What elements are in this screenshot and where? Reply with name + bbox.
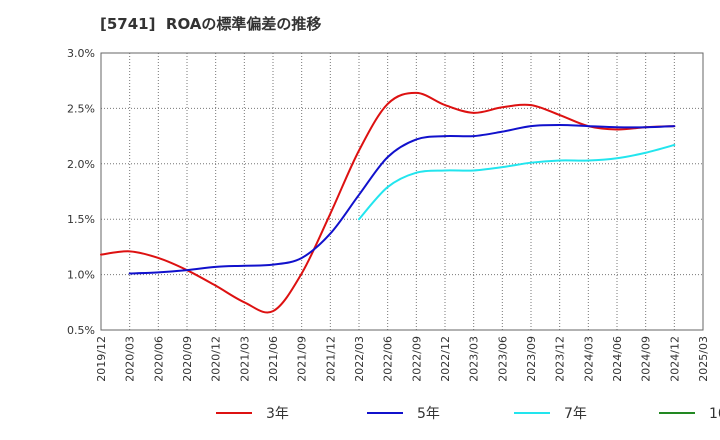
legend-label: 10年 — [709, 406, 720, 422]
legend-label: 3年 — [266, 406, 289, 422]
x-tick-label: 2023/12 — [554, 336, 567, 382]
x-tick-label: 2021/06 — [267, 336, 280, 382]
legend-label: 7年 — [564, 406, 587, 422]
x-tick-label: 2020/12 — [210, 336, 223, 382]
y-tick-label: 1.5% — [67, 213, 95, 226]
plot-area: 0.5% 1.0% 1.5% 2.0% 2.5% 3.0% 2019/12 2020/03 20… — [67, 47, 710, 382]
x-tick-label: 2024/06 — [611, 336, 624, 382]
x-tick-label: 2023/06 — [496, 336, 509, 382]
series-line-2 — [128, 124, 676, 275]
x-tick-label: 2025/03 — [697, 336, 710, 382]
x-tick-label: 2022/09 — [410, 336, 423, 382]
x-tick-label: 2019/12 — [95, 336, 108, 382]
y-tick-label: 3.0% — [67, 47, 95, 60]
x-tick-label: 2022/03 — [353, 336, 366, 382]
y-tick-label: 1.0% — [67, 269, 95, 282]
x-tick-label: 2022/06 — [382, 336, 395, 382]
x-tick-label: 2023/03 — [468, 336, 481, 382]
x-tick-label: 2020/06 — [152, 336, 165, 382]
x-tick-label: 2021/12 — [324, 336, 337, 382]
x-tick-label: 2021/09 — [296, 336, 309, 382]
x-tick-label: 2024/12 — [668, 336, 681, 382]
x-tick-label: 2022/12 — [439, 336, 452, 382]
x-tick-label: 2020/03 — [124, 336, 137, 382]
chart-title: [5741] ROAの標準偏差の推移 — [100, 15, 322, 33]
legend-label: 5年 — [417, 406, 440, 422]
y-tick-label: 0.5% — [67, 324, 95, 337]
y-tick-label: 2.5% — [67, 102, 95, 115]
x-tick-label: 2020/09 — [181, 336, 194, 382]
series-line-3 — [358, 143, 676, 221]
x-tick-label: 2024/09 — [640, 336, 653, 382]
series-line-1 — [100, 91, 676, 314]
plot-frame — [100, 52, 704, 331]
x-tick-label: 2023/09 — [525, 336, 538, 382]
legend: 3年 5年 7年 10年 — [216, 406, 720, 422]
y-tick-label: 2.0% — [67, 158, 95, 171]
x-tick-label: 2021/03 — [238, 336, 251, 382]
x-tick-label: 2024/03 — [582, 336, 595, 382]
